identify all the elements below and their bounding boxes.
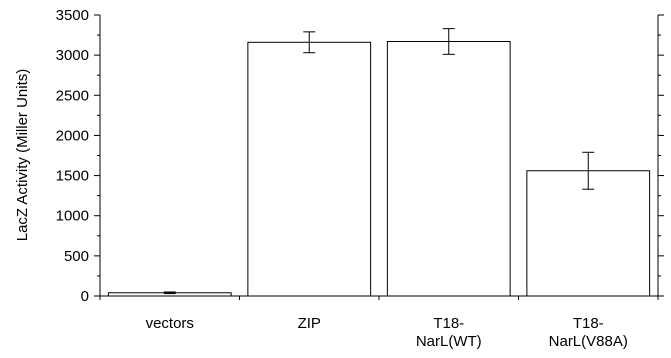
x-tick-label-line: T18- [573,315,604,332]
x-tick-label: ZIP [298,315,321,332]
x-tick-label: T18-NarL(V88A) [549,315,628,350]
y-tick-label: 0 [81,288,89,305]
x-tick-label-line: NarL(WT) [416,333,482,350]
y-tick-label: 1500 [56,168,89,185]
y-tick-label: 3000 [56,47,89,64]
y-axis-title: LacZ Activity (Miller Units) [14,69,31,242]
x-tick-label-line: ZIP [298,315,321,332]
y-tick-label: 2000 [56,127,89,144]
x-tick-label-line: NarL(V88A) [549,333,628,350]
x-tick-label-line: T18- [433,315,464,332]
bars [107,28,651,297]
y-ticks: 0 500 1000 1500 2000 2500 3000 3500 [56,7,664,305]
y-tick-label: 500 [64,248,89,265]
x-tick-label-line: vectors [146,315,194,332]
bar [386,40,511,297]
y-tick-label: 2500 [56,87,89,104]
y-tick-label: 1000 [56,208,89,225]
x-tick-label: T18-NarL(WT) [416,315,482,350]
bar [247,41,372,297]
y-tick-label: 3500 [56,7,89,24]
x-tick-labels: vectors ZIP T18-NarL(WT)T18-NarL(V88A) [99,296,659,350]
x-tick-label: vectors [146,315,194,332]
bar [526,170,651,297]
